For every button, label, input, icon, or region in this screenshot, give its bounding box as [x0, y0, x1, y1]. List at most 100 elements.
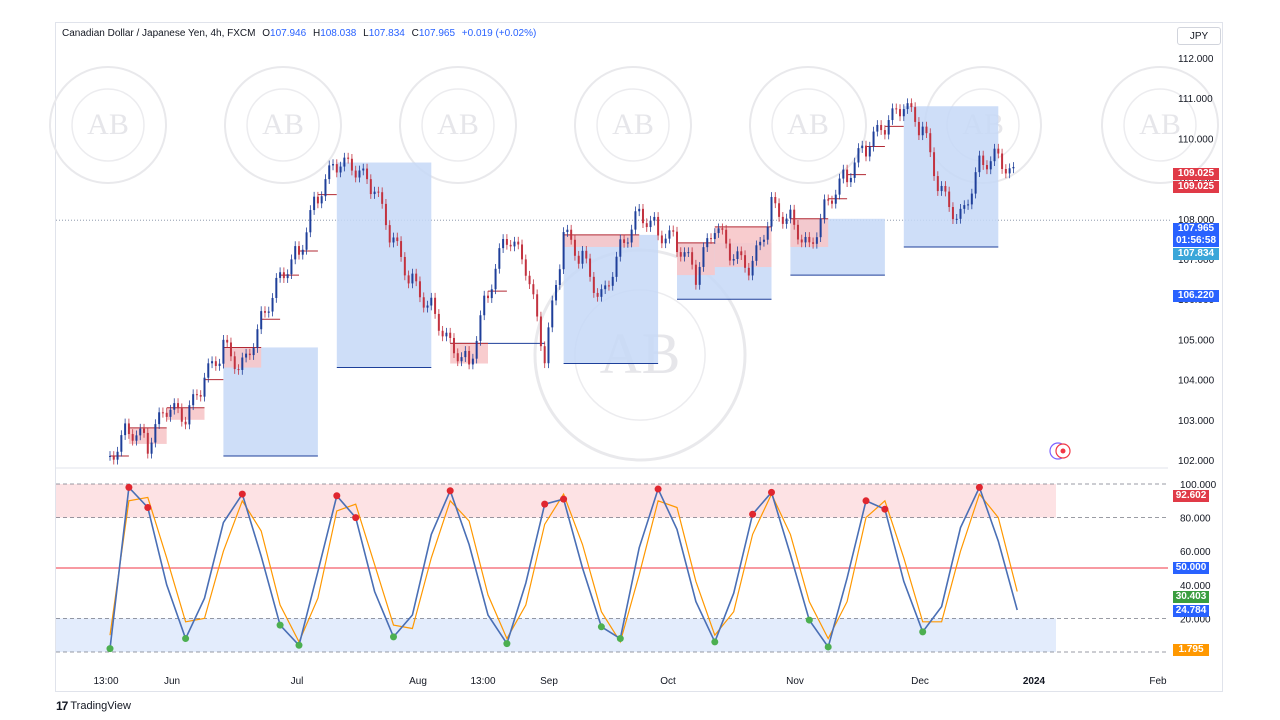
watermark-text: AB: [787, 108, 829, 141]
candle-body: [910, 103, 913, 108]
candle-body: [513, 241, 516, 247]
overbought-dot: [144, 504, 152, 512]
candle-body: [796, 224, 799, 240]
candle-body: [468, 350, 471, 365]
price-tag: 106.220: [1173, 290, 1219, 302]
candle-body: [112, 455, 115, 460]
candle-body: [989, 161, 992, 170]
candle-body: [936, 176, 939, 192]
candle-body: [165, 412, 168, 417]
candle-body: [271, 297, 274, 312]
candle-body: [592, 276, 595, 293]
candle-body: [759, 241, 762, 246]
candle-body: [566, 229, 569, 233]
time-tick-label: Oct: [660, 676, 676, 687]
candle-body: [861, 145, 864, 149]
candle-body: [539, 316, 542, 347]
candle-body: [762, 239, 765, 242]
watermark-text: AB: [437, 108, 479, 141]
candle-body: [452, 337, 455, 354]
oversold-dot: [919, 628, 927, 636]
candle-body: [1001, 153, 1004, 170]
candle-body: [120, 435, 123, 452]
candle-body: [744, 255, 747, 268]
candle-body: [411, 273, 414, 284]
symbol-header: Canadian Dollar / Japanese Yen, 4h, FXCM…: [62, 28, 537, 39]
osc-tick-label: 80.000: [1180, 514, 1211, 525]
candle-body: [487, 295, 489, 299]
candle-body: [188, 405, 191, 425]
candle-body: [199, 394, 202, 397]
candle-body: [551, 300, 554, 328]
candle-body: [649, 220, 652, 228]
candle-body: [1012, 166, 1015, 169]
candle-body: [815, 237, 818, 244]
time-tick-label: Jun: [164, 676, 180, 687]
overbought-dot: [768, 488, 775, 496]
candle-body: [698, 266, 701, 285]
chart-frame: [55, 22, 1223, 692]
candle-body: [407, 275, 410, 284]
candle-body: [377, 191, 380, 193]
candle-body: [207, 363, 210, 378]
open-value: 107.946: [270, 28, 307, 39]
candle-body: [921, 126, 924, 136]
watermark-text: AB: [1139, 108, 1181, 141]
candle-body: [751, 260, 754, 276]
candle-body: [562, 232, 565, 270]
overbought-dot: [541, 500, 549, 508]
candle-body: [521, 244, 524, 260]
candle-body: [774, 196, 777, 204]
candle-body: [139, 428, 142, 436]
oversold-dot: [711, 638, 719, 646]
watermark-ring: [574, 66, 692, 184]
symbol-name[interactable]: Canadian Dollar / Japanese Yen, 4h, FXCM: [62, 28, 256, 39]
candle-body: [732, 259, 735, 261]
candle-body: [426, 305, 429, 308]
candle-body: [736, 251, 739, 260]
candle-body: [434, 297, 437, 314]
candle-body: [581, 250, 584, 264]
candle-body: [570, 229, 573, 240]
candle-body: [543, 346, 546, 364]
candle-body: [369, 179, 372, 195]
overbought-dot: [446, 487, 454, 495]
candle-body: [460, 357, 463, 362]
osc-tick-label: 40.000: [1180, 581, 1211, 592]
candle-body: [683, 252, 686, 257]
price-tick-label: 111.000: [1178, 94, 1213, 105]
price-axis[interactable]: 112.000 111.000 110.000 109.000 108.000 107.0…: [1178, 54, 1215, 467]
candle-body: [339, 166, 342, 173]
sr-zones: [110, 106, 999, 457]
watermark-ring: [399, 66, 517, 184]
candle-body: [445, 332, 448, 337]
candle-body: [970, 193, 973, 205]
candle-body: [676, 231, 678, 253]
oscillator-axis[interactable]: 100.000 80.000 60.000 40.000 20.000: [1180, 480, 1217, 625]
candle-body: [418, 281, 421, 298]
candle-body: [279, 272, 282, 278]
tradingview-brand[interactable]: 17 TradingView: [56, 699, 131, 713]
candle-body: [955, 218, 958, 220]
oversold-band: [56, 618, 1056, 652]
candle-body: [456, 353, 459, 362]
replay-icon[interactable]: [1049, 442, 1071, 460]
candle-body: [471, 358, 474, 365]
candle-body: [634, 211, 637, 230]
watermark-ring: [749, 66, 867, 184]
candle-body: [982, 155, 985, 166]
candle-body: [653, 216, 656, 221]
candle-body: [498, 248, 501, 269]
oversold-dot: [276, 621, 284, 629]
time-axis[interactable]: 13:00 Jun Jul Aug 13:00 Sep Oct Nov Dec 2024 Feb: [56, 467, 1168, 687]
candle-body: [517, 241, 520, 245]
currency-button[interactable]: JPY: [1177, 27, 1221, 45]
candle-body: [158, 412, 161, 425]
candle-body: [505, 239, 508, 245]
candle-body: [475, 340, 478, 359]
candle-body: [967, 204, 970, 206]
candle-body: [660, 235, 663, 244]
candle-body: [978, 155, 981, 173]
candle-body: [195, 394, 198, 396]
